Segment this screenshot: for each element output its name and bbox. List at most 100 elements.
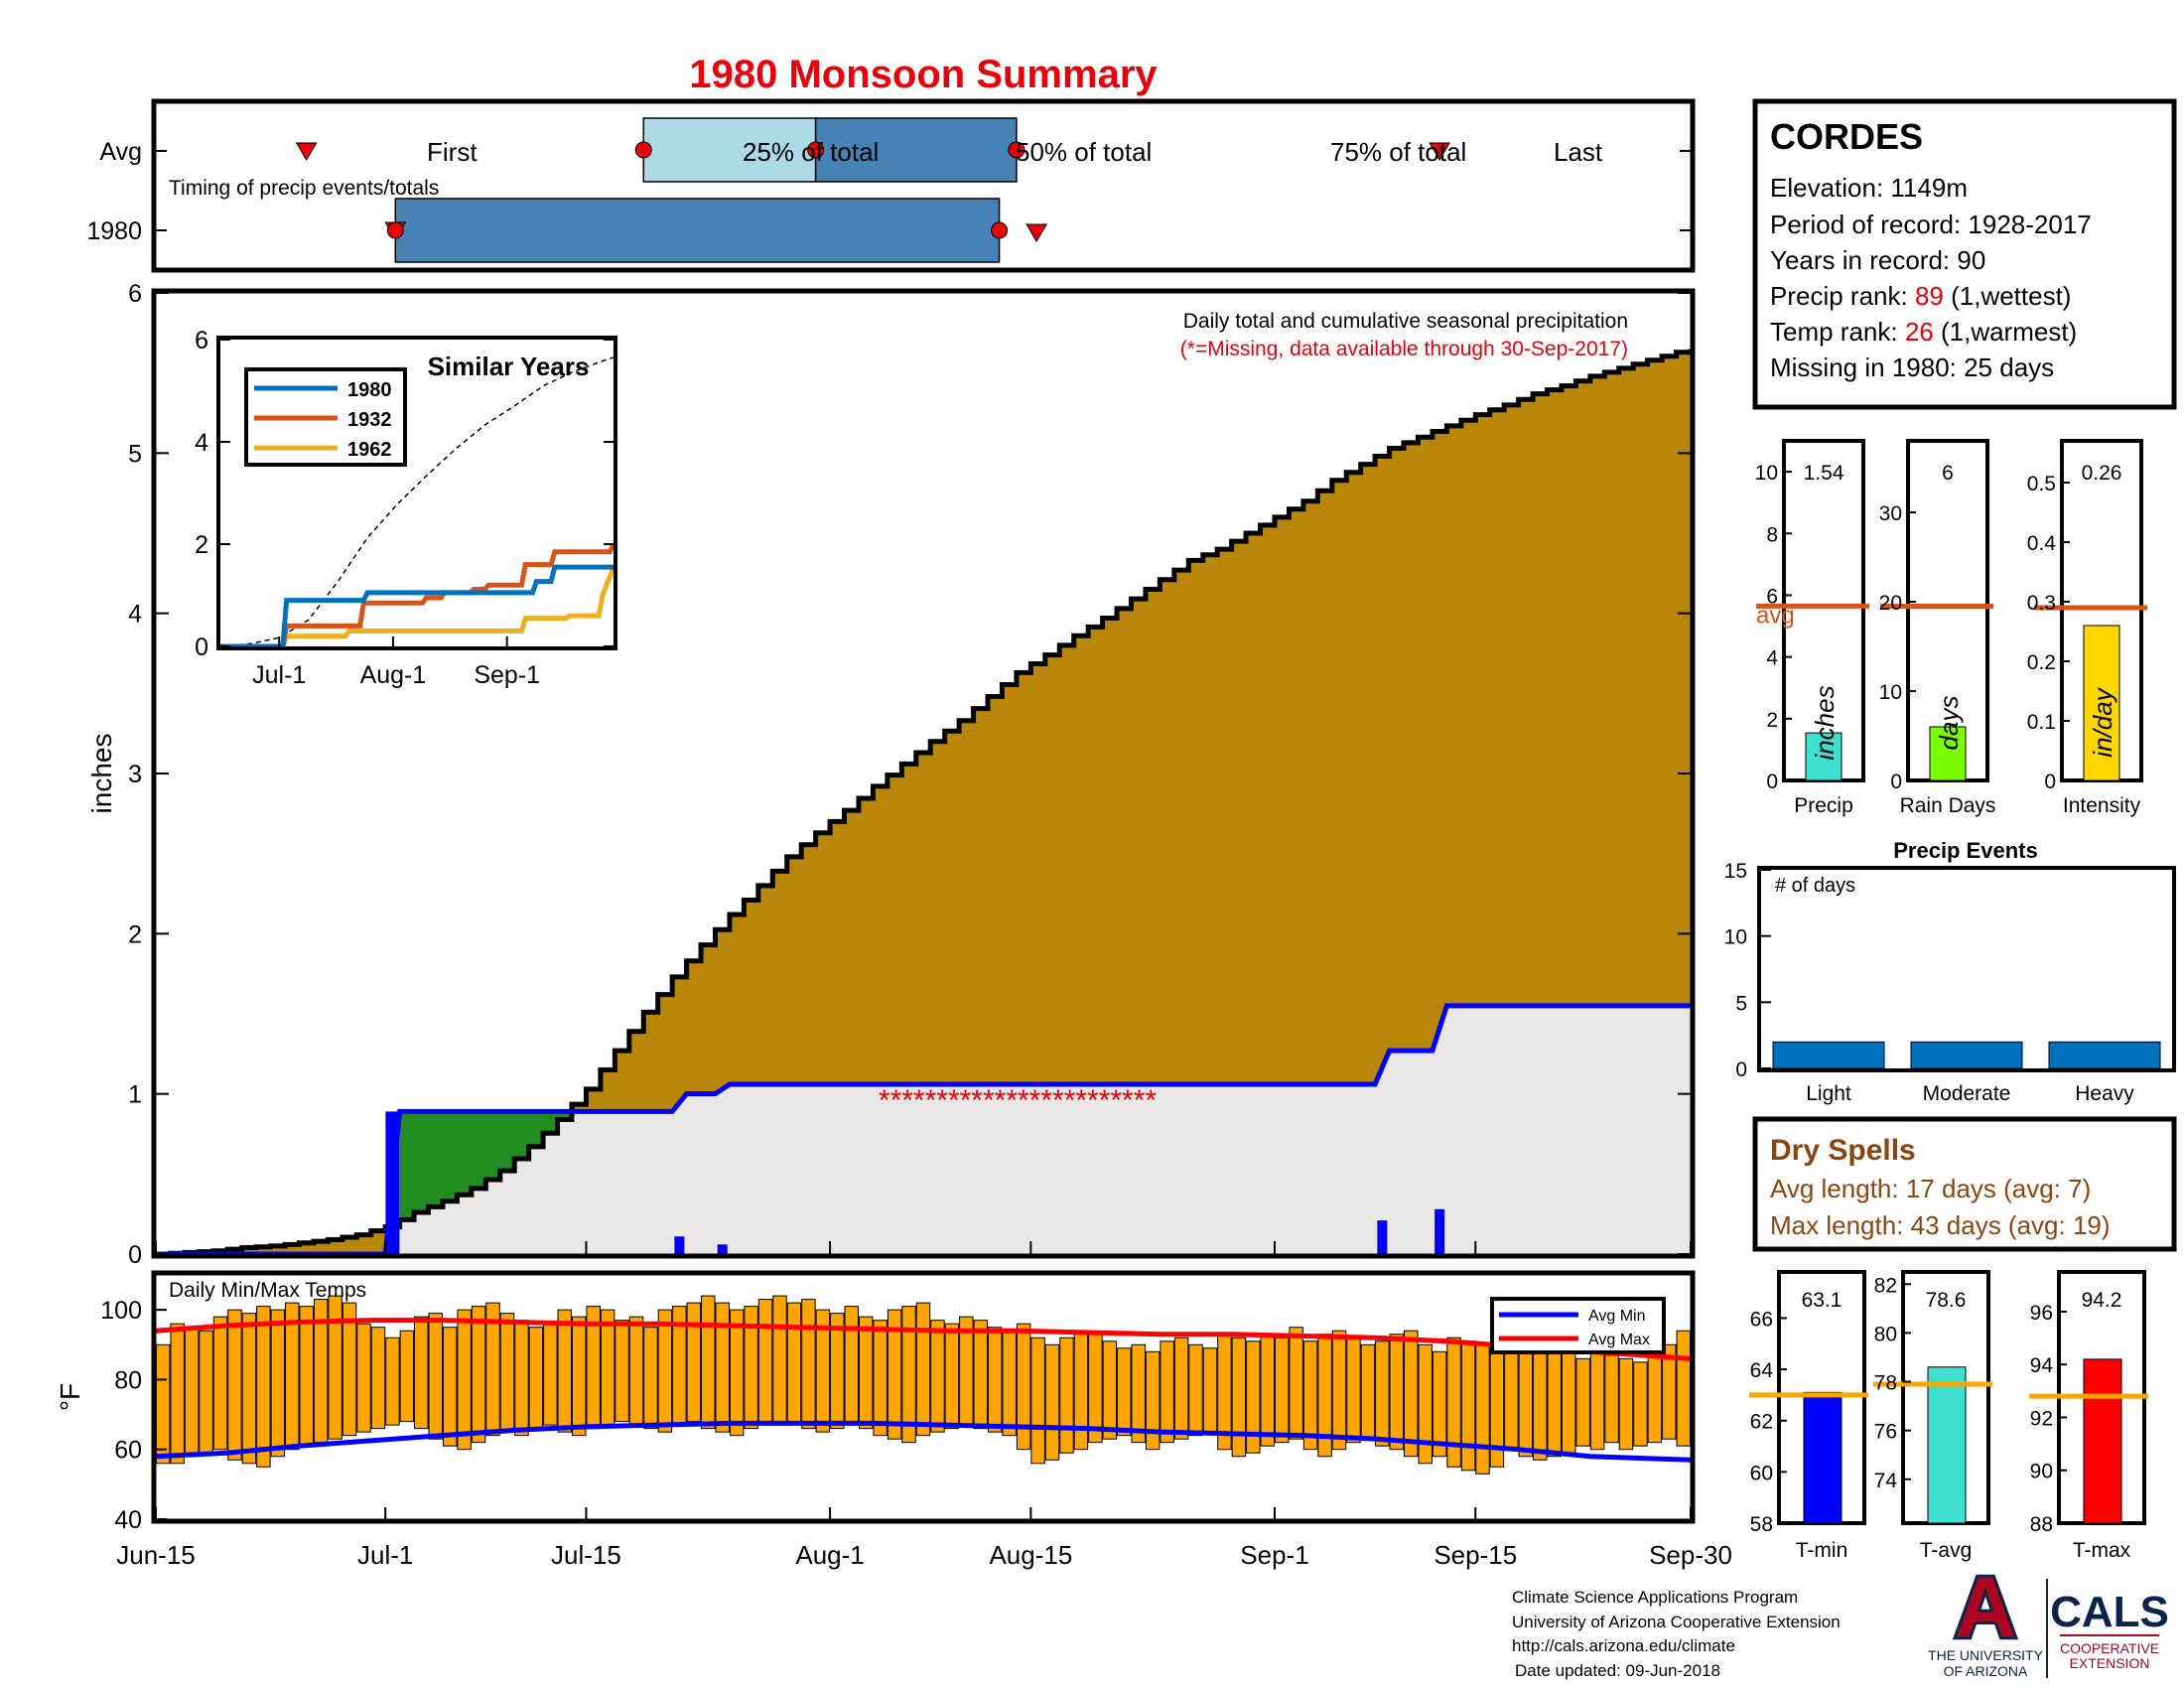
- daily-temp-bar: [643, 1327, 658, 1430]
- temps-legend: Avg Min Avg Max: [1490, 1297, 1666, 1354]
- temp-stat-tick-label: 90: [2030, 1461, 2053, 1483]
- timing-year-box: [394, 198, 1001, 263]
- daily-temp-bar: [1016, 1323, 1031, 1451]
- dry-spells-max: Max length: 43 days (avg: 19): [1770, 1210, 2111, 1240]
- main-plot-marks: [156, 349, 1694, 1257]
- timing-row-year-label: 1980: [86, 217, 142, 245]
- legend-label-avg-min: Avg Min: [1588, 1308, 1646, 1325]
- inset-marks: [219, 356, 616, 649]
- main-y-tick-label: 2: [128, 920, 142, 948]
- daily-temp-bar: [1260, 1334, 1275, 1447]
- page-title: 1980 Monsoon Summary: [689, 53, 1158, 96]
- station-period: Period of record: 1928-2017: [1770, 210, 2092, 239]
- precip-stat-unit: in/day: [2088, 686, 2117, 757]
- inset-y-tick-label: 2: [195, 531, 208, 559]
- daily-temp-bar: [485, 1302, 500, 1437]
- main-y-tick-label: 6: [128, 280, 142, 308]
- inset-y-tick-label: 0: [195, 633, 208, 661]
- temp-stat-value: 94.2: [2082, 1289, 2122, 1312]
- temp-stat-bar: [2083, 1358, 2122, 1524]
- station-info-box: CORDES Elevation: 1149m Period of record…: [1752, 98, 2177, 410]
- daily-temp-bar: [1460, 1340, 1476, 1472]
- daily-temp-bar: [729, 1309, 745, 1437]
- temps-legend-frame: [1490, 1297, 1666, 1354]
- daily-precip-bar: [385, 1111, 400, 1254]
- x-tick-label: Sep-15: [1433, 1540, 1517, 1570]
- precip-stat-label: Rain Days: [1900, 794, 1996, 817]
- precip-events-category: Heavy: [2075, 1082, 2134, 1105]
- surplus-area: [399, 1111, 573, 1220]
- daily-temp-bar: [1145, 1350, 1160, 1451]
- precip-stat-panel: 0 10 20 30 6 days Rain Days: [1879, 439, 1996, 817]
- daily-temps-chart: 40 60 80 100 Daily Min/Max Temps °F Avg Min…: [55, 1270, 1696, 1534]
- daily-temp-bar: [628, 1316, 644, 1426]
- daily-temp-bar: [1002, 1330, 1017, 1437]
- timing-first-label: First: [427, 137, 478, 167]
- dry-spells-box: Dry Spells Avg length: 17 days (avg: 7) …: [1752, 1116, 2177, 1252]
- daily-temp-bar: [1404, 1330, 1419, 1458]
- timing-row-avg-label: Avg: [99, 138, 142, 166]
- daily-temp-bar: [915, 1302, 931, 1437]
- footer-line-1: Climate Science Applications Program: [1512, 1588, 1798, 1607]
- daily-temp-bar: [341, 1302, 357, 1437]
- daily-temp-bar: [1389, 1334, 1405, 1451]
- daily-temp-bar: [873, 1320, 887, 1437]
- daily-temp-bar: [184, 1327, 200, 1458]
- events-annotation: # of days: [1775, 875, 1855, 897]
- temp-stat-tick-label: 62: [1750, 1411, 1773, 1434]
- daily-temp-bar: [1030, 1336, 1045, 1465]
- daily-temp-bar: [701, 1295, 716, 1430]
- station-missing: Missing in 1980: 25 days: [1770, 352, 2054, 382]
- daily-temp-bar: [1475, 1343, 1490, 1475]
- temp-stat-label: T-min: [1796, 1539, 1848, 1562]
- daily-temp-bar: [199, 1330, 213, 1454]
- daily-temp-bar: [815, 1309, 831, 1433]
- footer-line-2: University of Arizona Cooperative Extens…: [1512, 1613, 1841, 1631]
- daily-temp-bar: [1202, 1347, 1218, 1433]
- temp-stat-tick-label: 80: [1874, 1323, 1897, 1345]
- events-frame: [1757, 866, 2176, 1072]
- main-plot-frame: [151, 288, 1696, 1259]
- precip-stat-label: Intensity: [2063, 794, 2141, 817]
- temp-stat-label: T-max: [2073, 1539, 2131, 1562]
- daily-temp-bar: [285, 1302, 300, 1451]
- x-tick-label: Jul-1: [357, 1540, 413, 1570]
- daily-temp-bar: [227, 1309, 242, 1461]
- inset-series-line: [220, 564, 614, 649]
- dry-spells-title: Dry Spells: [1770, 1134, 1916, 1167]
- timing-avg-25-marker: [634, 141, 652, 159]
- avg-cumulative-area: [156, 349, 1691, 1254]
- daily-temp-bar: [1604, 1354, 1619, 1444]
- inset-y-tick-label: 4: [195, 429, 208, 457]
- precip-events-title: Precip Events: [1893, 838, 2038, 863]
- precip-stat-tick-label: 0.2: [2027, 651, 2056, 674]
- daily-temp-bar: [1246, 1340, 1261, 1454]
- daily-temp-bar: [1618, 1357, 1634, 1451]
- precip-events-bar: [2048, 1041, 2161, 1069]
- events-y-tick-label: 0: [1735, 1058, 1747, 1081]
- inset-legend: 1980 1932 1962: [244, 367, 407, 467]
- temps-y-tick-label: 80: [114, 1366, 142, 1394]
- precip-stat-bar: [2083, 625, 2120, 781]
- inset-x-tick-label: Aug-1: [360, 661, 427, 689]
- temp-stat-panel: 58 60 62 64 66 63.1 T-min: [1749, 1270, 1868, 1562]
- daily-temp-bar: [514, 1320, 529, 1437]
- inset-title: Similar Years: [428, 352, 590, 381]
- precip-stat-tick-label: 10: [1879, 681, 1902, 704]
- cals-logo: CALS: [2050, 1588, 2169, 1636]
- main-plot-axes: 0 1 2 3 4 5 6: [128, 280, 1692, 1269]
- inset-axes: 0 2 4 6 Jul-1 Aug-1 Sep-1: [195, 327, 614, 689]
- events-background: [1759, 868, 2174, 1070]
- temps-y-tick-label: 100: [100, 1297, 142, 1325]
- timing-caption: Timing of precip events/totals: [169, 177, 439, 200]
- temps-y-tick-label: 60: [114, 1437, 142, 1465]
- timing-panel: Timing of precip events/totals Avg 1980 …: [86, 98, 1696, 273]
- daily-temp-bar: [988, 1327, 1003, 1433]
- events-y-tick-label: 5: [1735, 992, 1747, 1015]
- temp-stat-tick-label: 76: [1874, 1421, 1897, 1444]
- daily-temp-bar: [328, 1295, 342, 1440]
- precip-stat-bar: [1929, 726, 1967, 781]
- precip-stat-tick-label: 0.4: [2027, 532, 2057, 555]
- daily-temp-bar: [757, 1299, 773, 1426]
